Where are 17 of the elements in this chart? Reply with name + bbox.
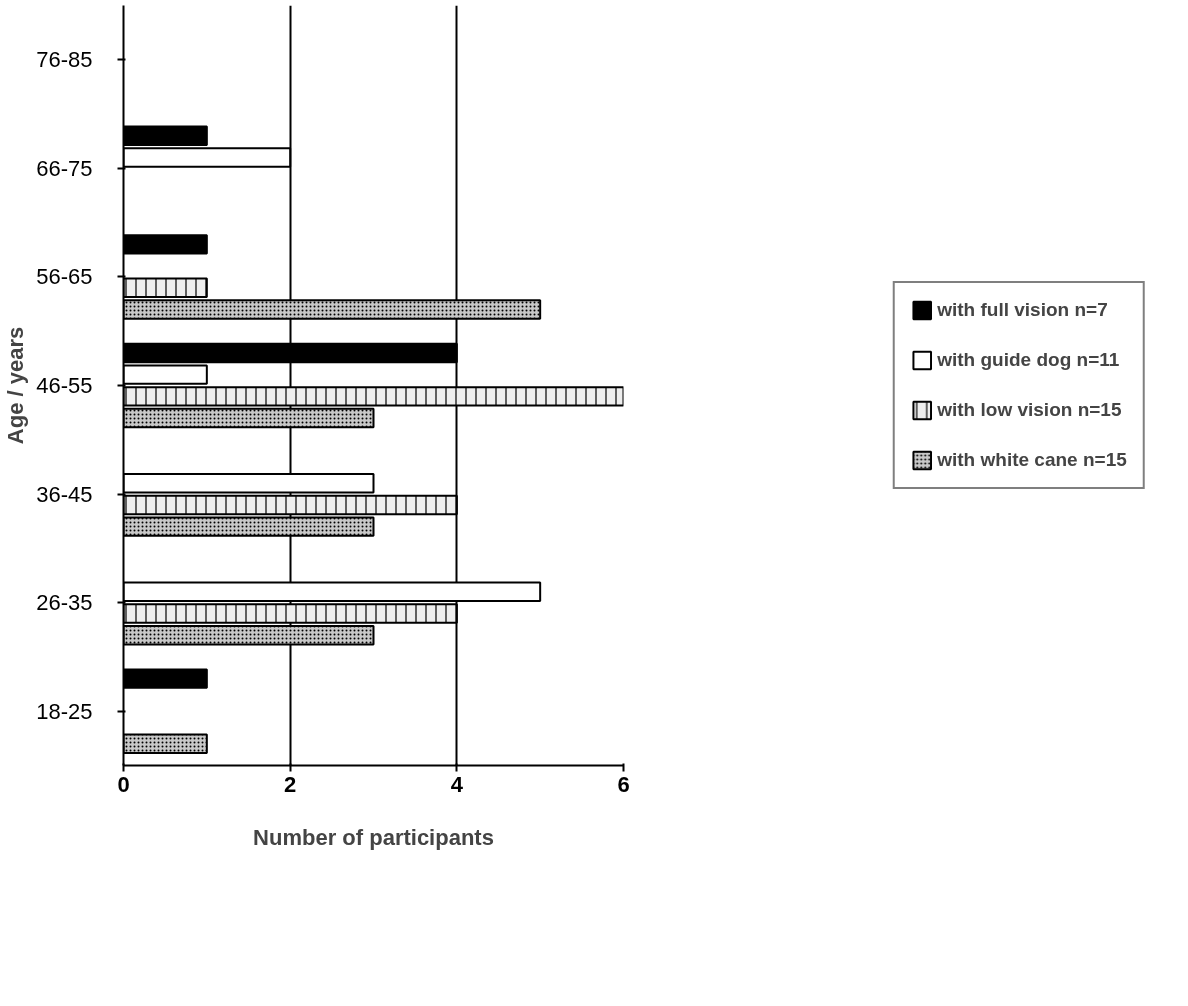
- x-tick-label: 6: [617, 771, 630, 797]
- x-tick-label: 2: [284, 771, 297, 797]
- y-tick-label: 66-75: [36, 155, 93, 181]
- legend-label: with guide dog n=11: [937, 349, 1120, 371]
- legend-label: with white cane n=15: [937, 449, 1127, 471]
- y-tick-label: 46-55: [36, 373, 93, 398]
- y-tick-label: 76-85: [36, 47, 93, 73]
- x-axis-title: Number of participants: [253, 824, 494, 850]
- x-tick-label: 0: [117, 771, 130, 797]
- legend-label: with full vision n=7: [937, 299, 1108, 321]
- y-tick-label: 18-25: [36, 698, 93, 724]
- y-axis-title: Age / years: [3, 326, 29, 445]
- y-tick-label: 56-65: [36, 264, 93, 290]
- legend-label: with low vision n=15: [937, 399, 1122, 421]
- y-tick-label: 36-45: [36, 481, 93, 507]
- y-tick-label: 26-35: [36, 590, 93, 616]
- x-tick-label: 4: [450, 771, 464, 797]
